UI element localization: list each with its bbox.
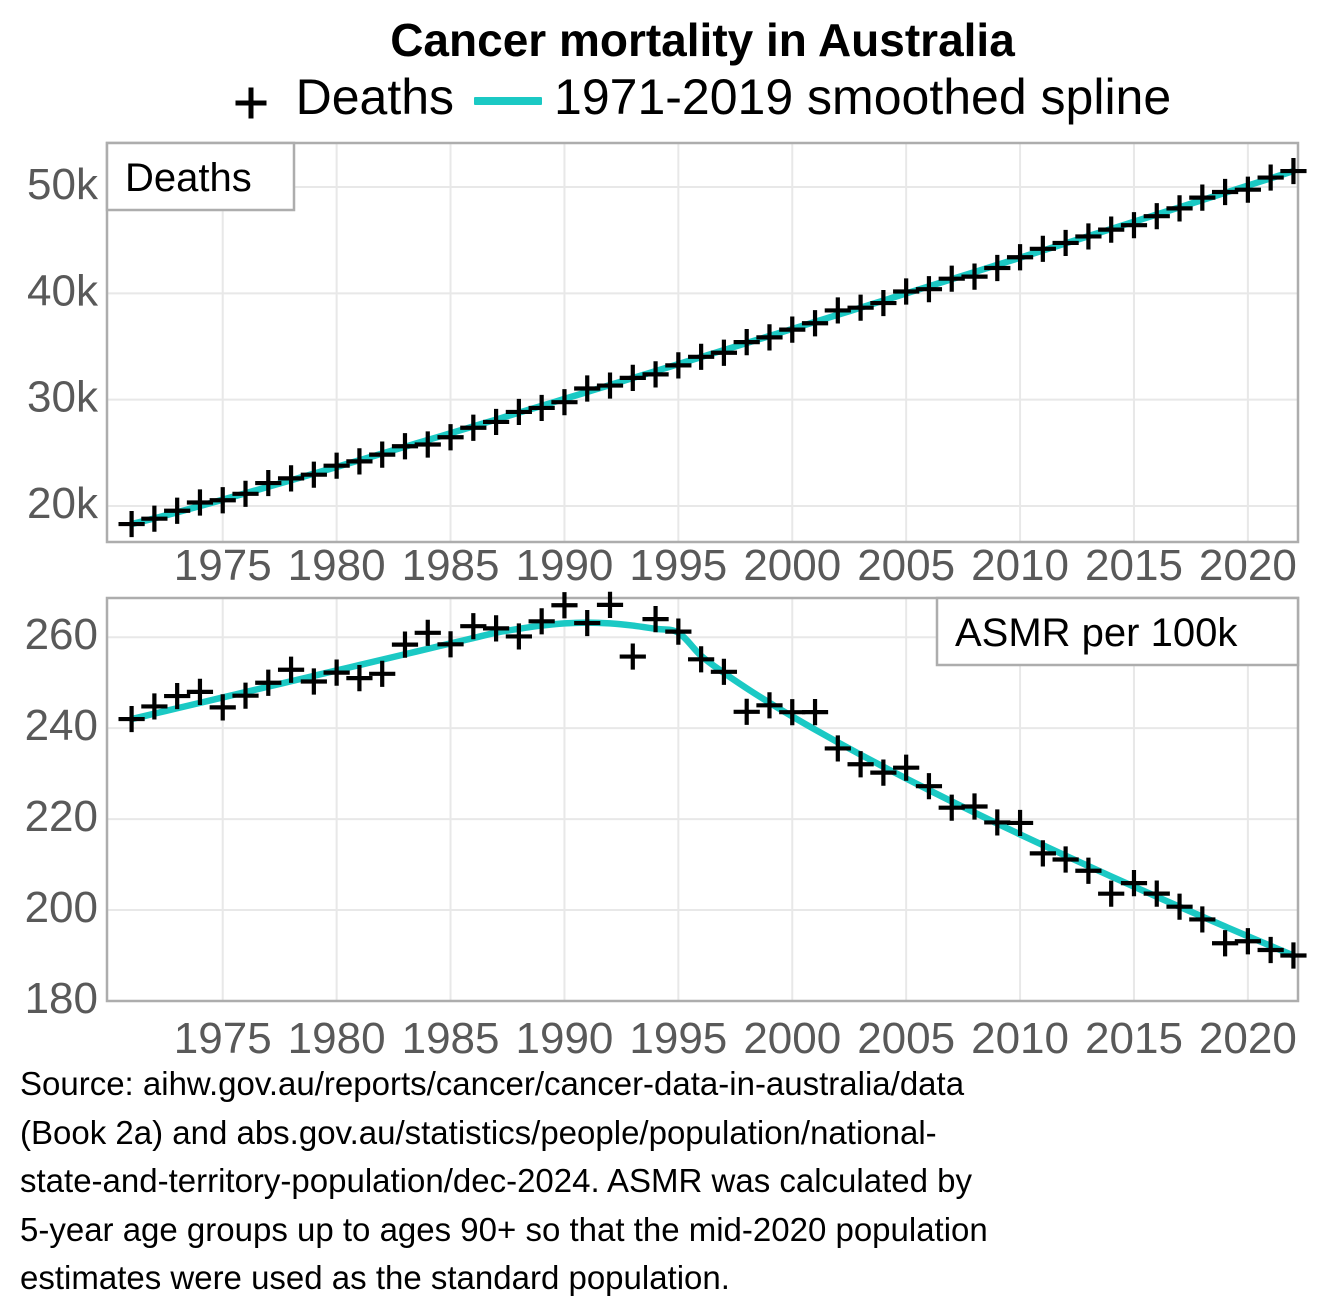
svg-text:200: 200	[25, 883, 98, 932]
svg-text:2005: 2005	[857, 541, 955, 590]
svg-text:20k: 20k	[27, 479, 99, 528]
svg-text:50k: 50k	[27, 160, 99, 209]
svg-text:1985: 1985	[402, 1014, 500, 1063]
svg-text:2015: 2015	[1085, 1014, 1183, 1063]
svg-text:1990: 1990	[516, 541, 614, 590]
svg-text:180: 180	[25, 974, 98, 1023]
svg-text:1985: 1985	[402, 541, 500, 590]
svg-text:1990: 1990	[516, 1014, 614, 1063]
svg-text:2005: 2005	[857, 1014, 955, 1063]
svg-text:2020: 2020	[1199, 541, 1297, 590]
svg-text:220: 220	[25, 792, 98, 841]
svg-text:Deaths: Deaths	[125, 156, 252, 200]
svg-text:1980: 1980	[288, 541, 386, 590]
svg-text:2000: 2000	[743, 541, 841, 590]
svg-text:30k: 30k	[27, 373, 99, 422]
svg-text:1975: 1975	[174, 541, 272, 590]
svg-text:260: 260	[25, 610, 98, 659]
svg-text:240: 240	[25, 701, 98, 750]
svg-text:2015: 2015	[1085, 541, 1183, 590]
svg-text:1975: 1975	[174, 1014, 272, 1063]
svg-text:40k: 40k	[27, 266, 99, 315]
svg-text:2000: 2000	[743, 1014, 841, 1063]
svg-text:1980: 1980	[288, 1014, 386, 1063]
svg-text:2010: 2010	[971, 1014, 1069, 1063]
svg-text:1995: 1995	[629, 541, 727, 590]
svg-text:ASMR per 100k: ASMR per 100k	[955, 611, 1238, 655]
svg-text:2020: 2020	[1199, 1014, 1297, 1063]
svg-text:2010: 2010	[971, 541, 1069, 590]
svg-text:1995: 1995	[629, 1014, 727, 1063]
